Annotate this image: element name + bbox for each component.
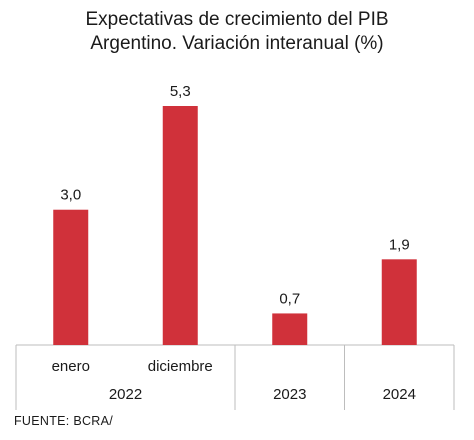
bar-0 bbox=[53, 209, 89, 345]
bar-chart: 3,0 enero 5,3 diciembre 0,7 1,9 2022 2023 2024 bbox=[15, 83, 455, 410]
data-label-0: 3,0 bbox=[60, 187, 81, 204]
data-label-2: 0,7 bbox=[279, 290, 300, 307]
group-label-0: 2022 bbox=[109, 386, 142, 403]
chart-title-line-1: Expectativas de crecimiento del PIB bbox=[85, 9, 389, 30]
bar-2 bbox=[272, 313, 308, 345]
group-label-2: 2024 bbox=[383, 386, 416, 403]
bar-3 bbox=[381, 259, 417, 345]
group-label-1: 2023 bbox=[273, 386, 306, 403]
data-label-3: 1,9 bbox=[389, 236, 410, 253]
data-label-1: 5,3 bbox=[170, 83, 191, 100]
category-label-0: enero bbox=[52, 358, 90, 375]
bar-1 bbox=[162, 106, 198, 345]
chart-title: Expectativas de crecimiento del PIB Arge… bbox=[0, 8, 474, 56]
source-note: FUENTE: BCRA/ bbox=[14, 414, 114, 428]
chart-title-line-2: Argentino. Variación interanual (%) bbox=[90, 33, 384, 54]
category-label-1: diciembre bbox=[148, 358, 213, 375]
